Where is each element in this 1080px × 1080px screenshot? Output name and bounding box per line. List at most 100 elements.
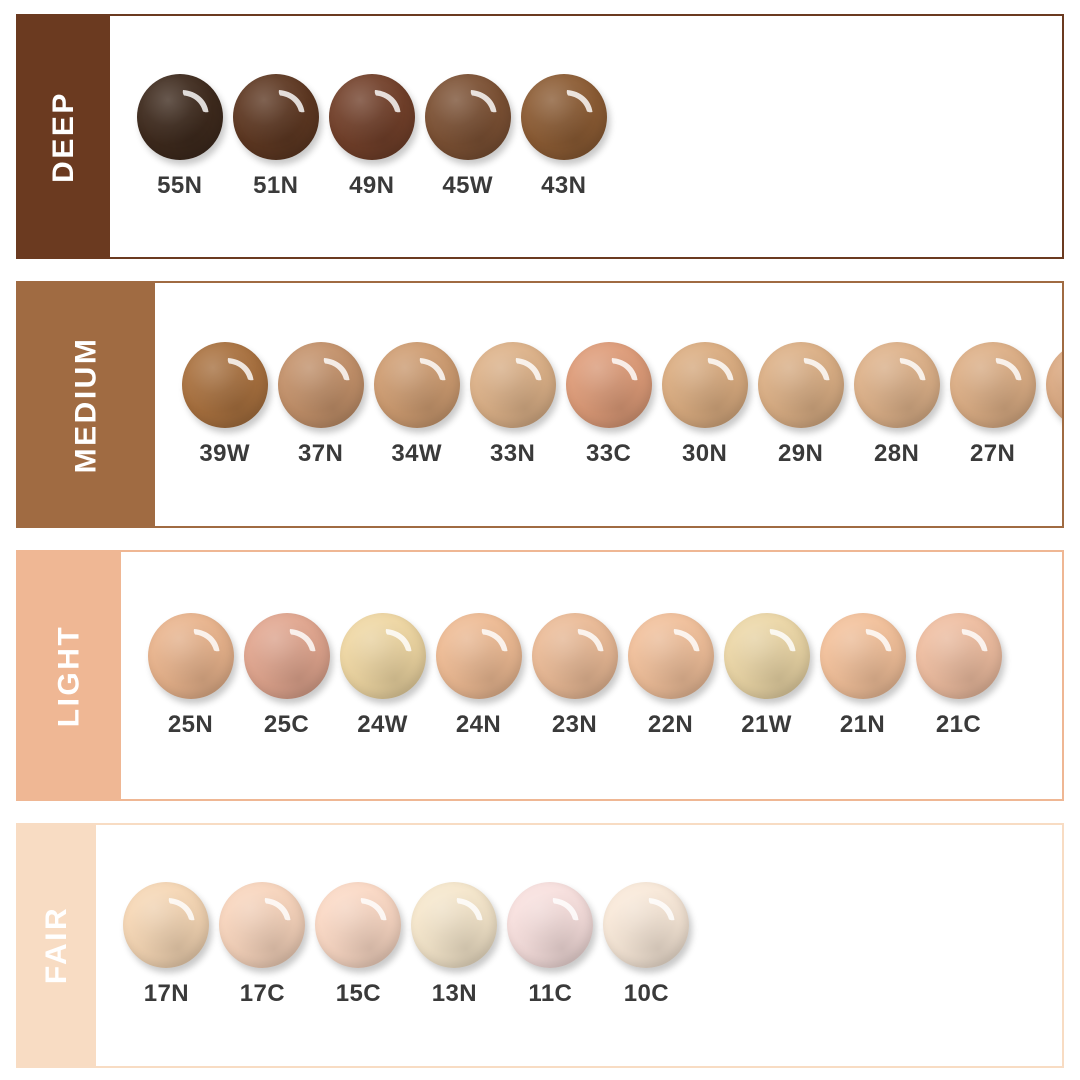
category-label: LIGHT	[52, 624, 86, 727]
shade-swatch[interactable]: 37N	[273, 341, 369, 468]
swatch-dot-wrap	[232, 73, 319, 160]
shade-swatch[interactable]: 17N	[118, 882, 214, 1008]
shade-code-label: 15C	[335, 980, 381, 1008]
shade-swatch[interactable]: 21N	[815, 612, 911, 739]
shade-code-label: 17N	[143, 980, 189, 1008]
shade-code-label: 34W	[391, 439, 442, 467]
shade-code-label: 13N	[431, 980, 477, 1008]
swatch-dot-wrap	[315, 882, 402, 969]
shade-swatch[interactable]: 49N	[324, 73, 420, 200]
shade-swatch[interactable]: 29N	[753, 341, 849, 468]
shade-swatch[interactable]: 25C	[239, 612, 335, 739]
shade-swatch[interactable]: 27N	[945, 341, 1041, 468]
category-tab-light[interactable]: LIGHT	[18, 552, 121, 799]
shade-swatch[interactable]: 43N	[516, 73, 612, 200]
swatch-color-dot	[373, 341, 460, 428]
swatch-color-dot	[627, 612, 714, 699]
shade-code-label: 17C	[239, 980, 285, 1008]
swatch-color-dot	[565, 341, 652, 428]
category-tab-medium[interactable]: MEDIUM	[18, 283, 155, 527]
swatch-color-dot	[819, 612, 906, 699]
shade-swatch[interactable]: 25N	[143, 612, 239, 739]
shade-swatch[interactable]: 10C	[598, 882, 694, 1008]
shade-code-label: 37N	[298, 439, 344, 467]
shade-code-label: 33C	[586, 439, 632, 467]
swatch-dot-wrap	[243, 612, 330, 699]
swatch-color-dot	[757, 341, 844, 428]
shade-swatch[interactable]: 27C	[1041, 341, 1062, 468]
swatch-dot-wrap	[469, 341, 556, 428]
shade-swatch[interactable]: 55N	[132, 73, 228, 200]
shade-swatch[interactable]: 24N	[431, 612, 527, 739]
swatch-dot-wrap	[661, 341, 748, 428]
shade-swatch[interactable]: 51N	[228, 73, 324, 200]
swatch-strip-deep: 55N 51N 49N 45W 43N	[110, 16, 1062, 257]
shade-code-label: 10C	[623, 980, 669, 1008]
swatch-color-dot	[219, 882, 306, 969]
swatch-color-dot	[136, 73, 223, 160]
shade-swatch[interactable]: 13N	[406, 882, 502, 1008]
swatch-dot-wrap	[339, 612, 426, 699]
shade-swatch[interactable]: 22N	[623, 612, 719, 739]
shade-code-label: 21N	[839, 710, 886, 738]
shade-swatch[interactable]: 21W	[719, 612, 815, 739]
shade-swatch[interactable]: 33N	[465, 341, 561, 468]
swatch-dot-wrap	[277, 341, 364, 428]
shade-swatch[interactable]: 23N	[527, 612, 623, 739]
shade-swatch[interactable]: 24W	[335, 612, 431, 739]
shade-code-label: 28N	[874, 439, 920, 467]
swatch-dot-wrap	[411, 882, 498, 969]
swatch-dot-wrap	[123, 882, 210, 969]
swatch-dot-wrap	[723, 612, 810, 699]
shade-code-label: 11C	[528, 980, 573, 1008]
category-label: MEDIUM	[69, 336, 103, 473]
swatch-dot-wrap	[424, 73, 511, 160]
swatch-dot-wrap	[565, 341, 652, 428]
shade-code-label: 29N	[778, 439, 824, 467]
swatch-color-dot	[603, 882, 690, 969]
shade-code-label: 33N	[490, 439, 536, 467]
shade-swatch[interactable]: 28N	[849, 341, 945, 468]
category-label: FAIR	[40, 906, 74, 985]
swatch-color-dot	[915, 612, 1002, 699]
swatch-strip-light: 25N 25C 24W 24N 23N 22N 21W 21N 21C	[121, 552, 1063, 799]
swatch-color-dot	[435, 612, 522, 699]
swatch-color-dot	[531, 612, 618, 699]
shade-code-label: 22N	[647, 710, 694, 738]
swatch-color-dot	[277, 341, 364, 428]
shade-swatch[interactable]: 15C	[310, 882, 406, 1008]
swatch-color-dot	[853, 341, 940, 428]
shade-code-label: 21C	[935, 710, 982, 738]
swatch-color-dot	[181, 341, 268, 428]
swatch-dot-wrap	[627, 612, 714, 699]
category-tab-fair[interactable]: FAIR	[18, 824, 97, 1067]
category-tab-deep[interactable]: DEEP	[18, 16, 110, 258]
swatch-dot-wrap	[603, 882, 690, 969]
swatch-color-dot	[424, 73, 511, 160]
shade-swatch[interactable]: 34W	[369, 341, 465, 468]
shade-code-label: 55N	[157, 171, 203, 199]
swatch-color-dot	[507, 882, 594, 969]
swatch-color-dot	[469, 341, 556, 428]
shade-swatch[interactable]: 30N	[657, 341, 753, 468]
swatch-dot-wrap	[949, 341, 1036, 428]
swatch-dot-wrap	[219, 882, 306, 969]
swatch-dot-wrap	[531, 612, 618, 699]
shade-swatch[interactable]: 21C	[911, 612, 1007, 739]
swatch-dot-wrap	[507, 882, 594, 969]
shade-code-label: 24W	[357, 710, 408, 738]
swatch-color-dot	[411, 882, 498, 969]
shade-code-label: 27N	[970, 439, 1016, 467]
shade-code-label: 25N	[167, 710, 214, 738]
shade-swatch[interactable]: 33C	[561, 341, 657, 468]
shade-swatch[interactable]: 45W	[420, 73, 516, 200]
shade-swatch[interactable]: 17C	[214, 882, 310, 1008]
shade-swatch[interactable]: 39W	[177, 341, 273, 468]
swatch-dot-wrap	[435, 612, 522, 699]
swatch-dot-wrap	[520, 73, 607, 160]
swatch-dot-wrap	[136, 73, 223, 160]
shade-swatch[interactable]: 11C	[502, 882, 598, 1008]
swatch-color-dot	[723, 612, 810, 699]
shade-code-label: 51N	[253, 171, 299, 199]
